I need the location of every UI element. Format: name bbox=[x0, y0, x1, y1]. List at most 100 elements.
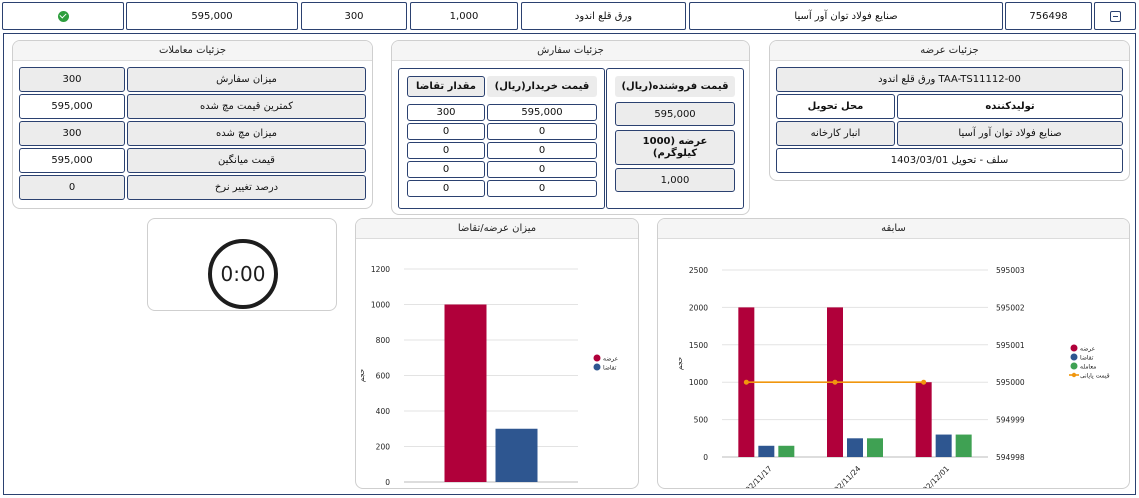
buyer-price-label: قیمت خریدار(ریال) bbox=[487, 76, 597, 97]
legend-marker bbox=[1071, 372, 1077, 378]
order-row-demand-qty: 0 bbox=[407, 161, 485, 178]
order-row-demand-qty: 0 bbox=[407, 180, 485, 197]
price-point bbox=[921, 379, 927, 385]
offer-product-code: ورق قلع اندود TAA-TS11112-00 bbox=[776, 67, 1123, 92]
trade-details-panel: جزئیات معاملات میزان سفارش 300 کمترین قیمت… bbox=[12, 40, 373, 209]
producer-value: صنایع فولاد توان آور آسیا bbox=[897, 121, 1123, 146]
chart-title: سابقه bbox=[658, 219, 1129, 239]
y-tick-label: 0 bbox=[385, 478, 390, 487]
supply-demand-chart: 020040060080010001200حجم0عرضهتقاضا bbox=[358, 265, 618, 487]
order-row-demand-qty: 300 bbox=[407, 104, 485, 121]
supply-value: 1,000 bbox=[615, 168, 735, 192]
y2-tick-label: 595002 bbox=[996, 303, 1025, 312]
legend-marker bbox=[1070, 344, 1078, 352]
status-cell bbox=[2, 2, 124, 30]
x-tick-label: 1402/11/24 bbox=[825, 464, 862, 489]
summary-price: 595,000 bbox=[126, 2, 298, 30]
y-tick-label: 1200 bbox=[371, 265, 390, 274]
trade-row-label: میزان سفارش bbox=[127, 67, 366, 92]
y-tick-label: 200 bbox=[376, 443, 391, 452]
y-tick-label: 500 bbox=[694, 416, 709, 425]
y-axis-label: حجم bbox=[358, 369, 366, 383]
bar-2 bbox=[495, 428, 538, 482]
order-details-panel: جزئیات سفارش قیمت فروشنده(ریال) 595,000 … bbox=[391, 40, 750, 215]
timer-value: 0:00 bbox=[220, 262, 266, 286]
seller-box: قیمت فروشنده(ریال) 595,000 عرضه (1000 کی… bbox=[606, 68, 744, 209]
y-tick-label: 1000 bbox=[689, 378, 708, 387]
panel-title: جزئیات سفارش bbox=[392, 41, 749, 61]
summary-quantity: 1,000 bbox=[410, 2, 518, 30]
y-tick-label: 0 bbox=[703, 453, 708, 462]
order-row-buyer-price: 0 bbox=[487, 142, 597, 159]
trade-row-label: قیمت میانگین bbox=[127, 148, 366, 173]
bar-1 bbox=[915, 382, 932, 457]
bar-1 bbox=[444, 304, 487, 482]
bar-2 bbox=[935, 434, 952, 457]
collapse-button[interactable] bbox=[1094, 2, 1136, 30]
bar-2 bbox=[847, 438, 863, 457]
demand-label: مقدار تقاضا bbox=[407, 76, 485, 97]
countdown-timer: 0:00 bbox=[208, 239, 278, 309]
y-tick-label: 1500 bbox=[689, 341, 708, 350]
legend-marker bbox=[1070, 362, 1078, 370]
history-chart: 0 500 1000 1500 2000 2500 حجم 1402/11/17 1402/11… bbox=[676, 266, 1110, 489]
order-row-buyer-price: 0 bbox=[487, 123, 597, 140]
buyer-box: قیمت خریدار(ریال) مقدار تقاضا 595,000 300… bbox=[398, 68, 605, 209]
delivery-value: انبار کارخانه bbox=[776, 121, 895, 146]
price-point bbox=[743, 379, 749, 385]
bar-2 bbox=[758, 445, 775, 457]
summary-producer: صنایع فولاد توان آور آسیا bbox=[689, 2, 1003, 30]
history-chart-panel: سابقه 0 500 1000 1500 2000 2500 حجم 1402/11/17 1… bbox=[657, 218, 1130, 489]
y2-tick-label: 595001 bbox=[996, 341, 1025, 350]
trade-row-value: 0 bbox=[19, 175, 125, 200]
x-tick-label: 1402/12/01 bbox=[914, 464, 951, 489]
y-axis-label: حجم bbox=[676, 357, 684, 371]
summary-code: 756498 bbox=[1005, 2, 1092, 30]
check-circle-icon bbox=[57, 10, 69, 22]
trade-row-value: 595,000 bbox=[19, 94, 125, 119]
y2-tick-label: 595003 bbox=[996, 266, 1025, 275]
price-point bbox=[832, 379, 838, 385]
chart-title: میزان عرضه/تقاضا bbox=[356, 219, 638, 239]
supply-demand-chart-panel: میزان عرضه/تقاضا 0 200 400 600 800 1000 1200 حج… bbox=[355, 218, 639, 489]
legend-marker bbox=[593, 354, 601, 362]
summary-product: ورق قلع اندود bbox=[521, 2, 686, 30]
details-container bbox=[3, 33, 1136, 495]
trade-row-label: درصد تغییر نرخ bbox=[127, 175, 366, 200]
trade-row-value: 300 bbox=[19, 67, 125, 92]
offer-details-panel: جزئیات عرضه ورق قلع اندود TAA-TS11112-00… bbox=[769, 40, 1130, 181]
settlement-value: سلف - تحویل 1403/03/01 bbox=[776, 148, 1123, 173]
order-row-buyer-price: 0 bbox=[487, 161, 597, 178]
bar-3 bbox=[955, 434, 972, 457]
legend-label: عرضه bbox=[1080, 346, 1095, 353]
x-tick-label: 1402/11/17 bbox=[737, 464, 774, 489]
y-tick-label: 1000 bbox=[371, 301, 390, 310]
legend-label: قیمت پایانی bbox=[1080, 373, 1110, 380]
summary-row: 595,000 300 1,000 ورق قلع اندود صنایع فو… bbox=[2, 2, 1136, 30]
summary-order-amount: 300 bbox=[301, 2, 407, 30]
trade-row-value: 595,000 bbox=[19, 148, 125, 173]
y-tick-label: 2000 bbox=[689, 303, 708, 312]
legend-label: تقاضا bbox=[1080, 355, 1094, 362]
seller-price-label: قیمت فروشنده(ریال) bbox=[615, 76, 735, 97]
legend-marker bbox=[593, 363, 601, 371]
order-row-demand-qty: 0 bbox=[407, 123, 485, 140]
legend-label: تقاضا bbox=[603, 365, 617, 372]
producer-label: تولیدکننده bbox=[897, 94, 1123, 119]
collapse-icon bbox=[1109, 10, 1121, 22]
y-tick-label: 600 bbox=[376, 372, 391, 381]
trade-row-value: 300 bbox=[19, 121, 125, 146]
y-tick-label: 400 bbox=[376, 407, 391, 416]
panel-title: جزئیات عرضه bbox=[770, 41, 1129, 61]
y2-tick-label: 595000 bbox=[996, 378, 1025, 387]
legend-label: عرضه bbox=[603, 356, 618, 363]
seller-price-value: 595,000 bbox=[615, 102, 735, 126]
supply-label: عرضه (1000 کیلوگرم) bbox=[615, 130, 735, 165]
timer-panel: 0:00 bbox=[147, 218, 337, 311]
order-row-demand-qty: 0 bbox=[407, 142, 485, 159]
y2-tick-label: 594998 bbox=[996, 453, 1025, 462]
y2-tick-label: 594999 bbox=[996, 416, 1025, 425]
trade-row-label: کمترین قیمت مچ شده bbox=[127, 94, 366, 119]
legend-label: معامله bbox=[1080, 364, 1096, 371]
order-row-buyer-price: 0 bbox=[487, 180, 597, 197]
